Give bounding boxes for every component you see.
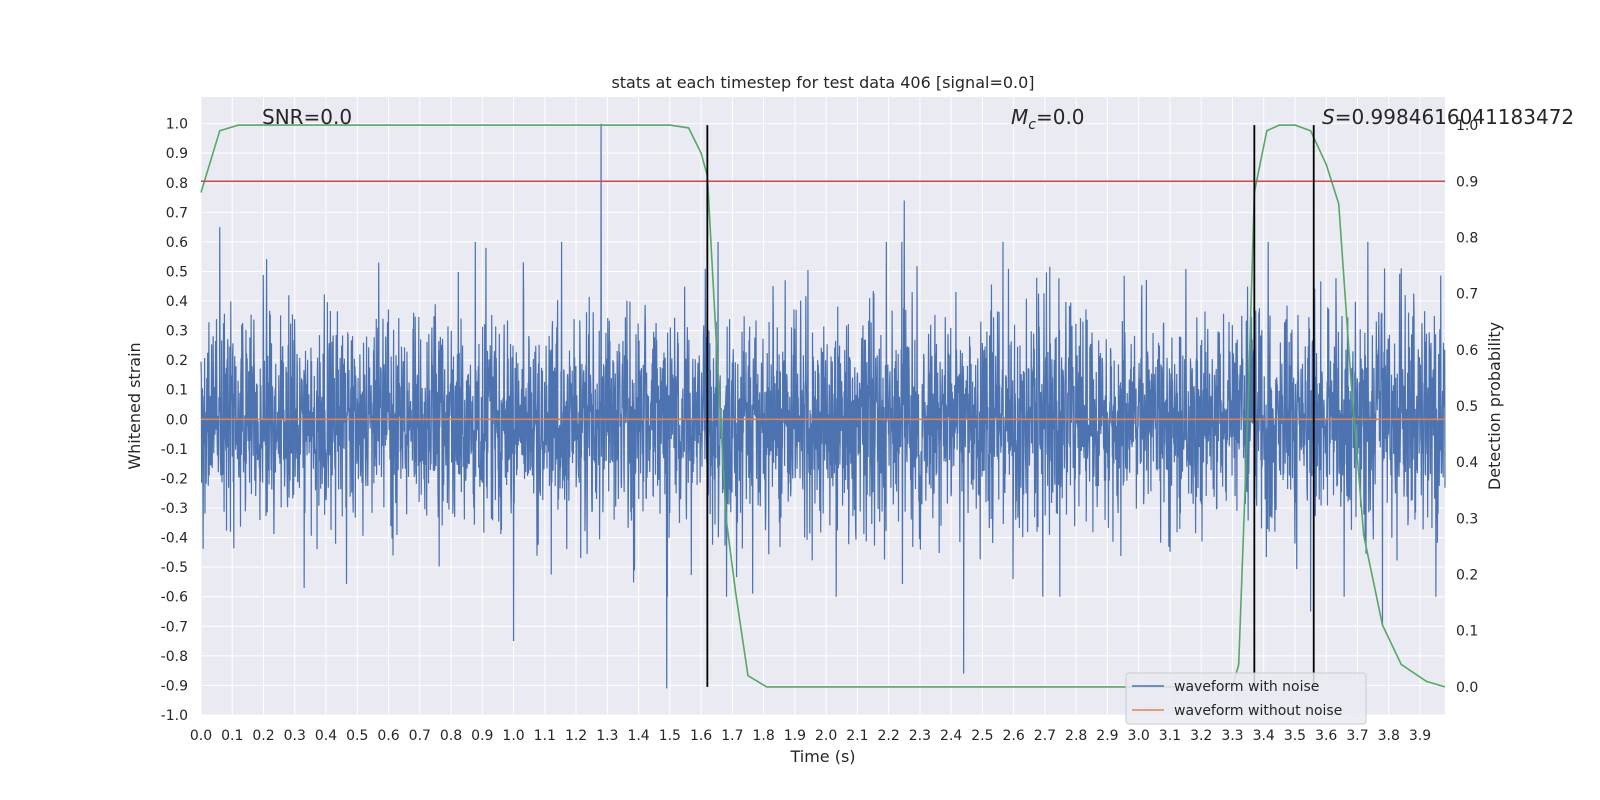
chart-title: stats at each timestep for test data 406… (611, 73, 1034, 92)
y-tick-label: -0.9 (161, 678, 188, 694)
y2-tick-label: 0.1 (1456, 624, 1478, 640)
x-tick-label: 3.3 (1221, 728, 1243, 744)
x-tick-label: 2.0 (815, 728, 837, 744)
y-tick-label: -0.7 (161, 619, 188, 635)
y2-tick-label: 0.7 (1456, 287, 1478, 303)
y-tick-label: -0.1 (161, 442, 188, 458)
y-tick-label: 1.0 (166, 117, 188, 133)
y2-tick-label: 0.8 (1456, 230, 1478, 246)
x-tick-label: 3.2 (1190, 728, 1212, 744)
y-tick-label: -0.8 (161, 649, 188, 665)
annotation-chirp-mass: Mc=0.0 (1011, 105, 1085, 133)
x-tick-label: 1.5 (659, 728, 681, 744)
x-tick-label: 2.3 (909, 728, 931, 744)
annotation-snr: SNR=0.0 (262, 105, 352, 129)
x-tick-label: 2.1 (846, 728, 868, 744)
y-tick-label: -0.5 (161, 560, 188, 576)
x-tick-label: 0.2 (252, 728, 274, 744)
x-tick-label: 1.9 (784, 728, 806, 744)
x-tick-label: 2.2 (878, 728, 900, 744)
y-tick-label: 0.6 (166, 235, 188, 251)
series-detection-probability (200, 124, 1446, 688)
line-detection-probability (200, 124, 1446, 688)
y2-tick-label: 0.9 (1456, 174, 1478, 190)
y-tick-label: 0.1 (166, 383, 188, 399)
y-tick-label: -0.2 (161, 471, 188, 487)
y2-tick-label: 1.0 (1456, 118, 1478, 134)
y2-tick-label: 0.3 (1456, 511, 1478, 527)
x-tick-label: 1.0 (502, 728, 524, 744)
x-axis-label: Time (s) (789, 747, 855, 766)
x-tick-label: 2.4 (940, 728, 962, 744)
legend-box (1125, 672, 1367, 725)
legend-label-clean: waveform without noise (1174, 703, 1342, 719)
x-tick-label: 3.5 (1284, 728, 1306, 744)
y-tick-label: 0.5 (166, 264, 188, 280)
x-tick-label: 2.6 (1003, 728, 1025, 744)
x-tick-label: 1.6 (690, 728, 712, 744)
y-tick-label: -1.0 (161, 708, 188, 724)
x-tick-label: 2.7 (1034, 728, 1056, 744)
x-tick-label: 3.0 (1128, 728, 1150, 744)
y-tick-label: 0.9 (166, 146, 188, 162)
y-tick-label: 0.7 (166, 205, 188, 221)
x-tick-label: 0.1 (221, 728, 243, 744)
y2-tick-label: 0.4 (1456, 455, 1478, 471)
x-tick-label: 3.8 (1378, 728, 1400, 744)
x-tick-label: 1.2 (565, 728, 587, 744)
y2-tick-label: 0.6 (1456, 343, 1478, 359)
y-tick-label: -0.6 (161, 590, 188, 606)
y-tick-label: 0.2 (166, 353, 188, 369)
y2-tick-label: 0.2 (1456, 568, 1478, 584)
x-tick-label: 1.8 (752, 728, 774, 744)
x-tick-label: 0.7 (409, 728, 431, 744)
x-tick-label: 1.3 (596, 728, 618, 744)
y2-tick-label: 0.5 (1456, 399, 1478, 415)
y-tick-label: 0.8 (166, 176, 188, 192)
series-waveform-with-noise (200, 123, 1446, 689)
x-tick-label: 0.8 (440, 728, 462, 744)
x-tick-label: 1.4 (627, 728, 649, 744)
x-tick-label: 1.7 (721, 728, 743, 744)
x-tick-label: 0.0 (190, 728, 212, 744)
y-tick-label: 0.0 (166, 412, 188, 428)
y2-axis-label: Detection probability (1485, 322, 1504, 490)
x-tick-label: 0.3 (284, 728, 306, 744)
x-tick-label: 2.9 (1096, 728, 1118, 744)
y2-tick-labels: 0.0 0.1 0.2 0.3 0.4 0.5 0.6 0.7 0.8 0.9 1.0 (1456, 118, 1478, 696)
x-tick-label: 2.5 (971, 728, 993, 744)
x-tick-label: 2.8 (1065, 728, 1087, 744)
y2-tick-label: 0.0 (1456, 680, 1478, 696)
annotation-score: S=0.9984616041183472 (1322, 105, 1574, 129)
y-axis-label: Whitened strain (125, 342, 144, 469)
x-tick-label: 3.7 (1346, 728, 1368, 744)
legend-label-noise: waveform with noise (1174, 679, 1319, 695)
x-tick-label: 0.5 (346, 728, 368, 744)
line-waveform-with-noise (200, 123, 1446, 689)
x-tick-label: 3.9 (1409, 728, 1431, 744)
x-tick-label: 0.4 (315, 728, 337, 744)
y-tick-labels: -1.0 -0.9 -0.8 -0.7 -0.6 -0.5 -0.4 -0.3 -0.2 -0.1… (161, 117, 188, 724)
x-tick-labels: 0.0 0.1 0.2 0.3 0.4 0.5 0.6 0.7 0.8 0.9 1.0 1.1 1.2 1… (190, 728, 1431, 744)
y-tick-label: 0.4 (166, 294, 188, 310)
x-tick-label: 0.6 (377, 728, 399, 744)
legend: waveform with noise waveform without noi… (1125, 672, 1367, 725)
vertical-markers (706, 125, 1315, 687)
y-tick-label: 0.3 (166, 324, 188, 340)
y-tick-label: -0.3 (161, 501, 188, 517)
x-tick-label: 3.4 (1253, 728, 1275, 744)
x-tick-label: 3.6 (1315, 728, 1337, 744)
y-tick-label: -0.4 (161, 531, 188, 547)
x-tick-label: 0.9 (471, 728, 493, 744)
x-tick-label: 1.1 (534, 728, 556, 744)
x-tick-label: 3.1 (1159, 728, 1181, 744)
